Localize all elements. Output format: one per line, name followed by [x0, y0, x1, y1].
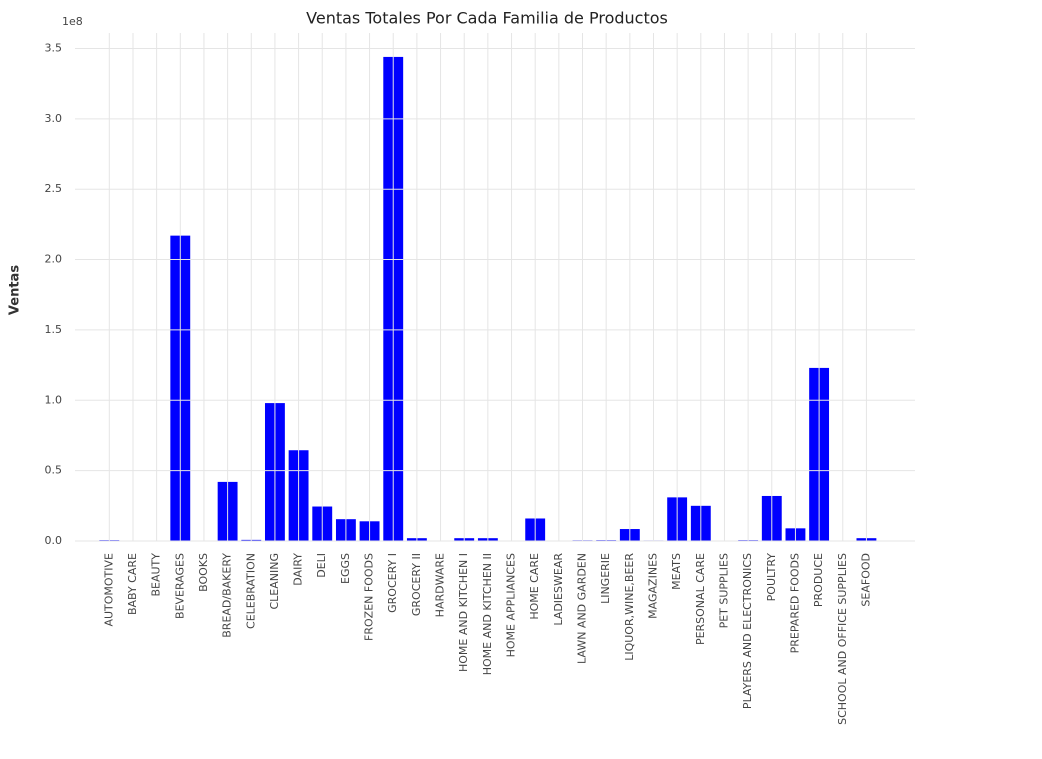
x-tick-label: HOME AND KITCHEN I [457, 553, 470, 672]
x-tick-label: LIQUOR,WINE,BEER [623, 553, 636, 661]
x-tick-label: HOME CARE [528, 553, 541, 620]
x-tick-label: BEVERAGES [173, 553, 186, 619]
x-tick-label: PET SUPPLIES [717, 553, 730, 628]
x-tick-label: POULTRY [765, 553, 778, 602]
y-tick-label: 3.5 [45, 41, 63, 54]
x-tick-label: BREAD/BAKERY [221, 553, 234, 638]
y-tick-label: 2.5 [45, 182, 63, 195]
x-tick-label: PRODUCE [812, 553, 825, 607]
x-tick-label: PREPARED FOODS [788, 553, 801, 653]
x-tick-label: CLEANING [268, 553, 281, 610]
x-tick-label: BOOKS [197, 553, 210, 592]
y-tick-label: 0.0 [45, 534, 63, 547]
x-tick-label: HOME APPLIANCES [505, 553, 518, 657]
x-tick-label: BEAUTY [150, 553, 163, 597]
x-tick-label: AUTOMOTIVE [102, 553, 115, 627]
x-tick-label: BABY CARE [126, 553, 139, 615]
x-tick-label: EGGS [339, 553, 352, 584]
y-tick-label: 0.5 [45, 464, 63, 477]
y-tick-label: 2.0 [45, 253, 63, 266]
x-tick-label: HOME AND KITCHEN II [481, 553, 494, 675]
y-tick-label: 1.5 [45, 323, 63, 336]
x-tick-label: FROZEN FOODS [363, 553, 376, 641]
x-tick-label: PERSONAL CARE [694, 553, 707, 645]
x-tick-label: DELI [315, 553, 328, 578]
x-tick-label: HARDWARE [434, 553, 447, 617]
x-tick-label: MAGAZINES [646, 553, 659, 619]
x-tick-label: CELEBRATION [244, 553, 257, 629]
x-tick-label: MEATS [670, 553, 683, 590]
x-tick-label: GROCERY I [386, 553, 399, 613]
y-offset-label: 1e8 [62, 15, 83, 28]
x-tick-label: LADIESWEAR [552, 553, 565, 626]
x-tick-label: GROCERY II [410, 553, 423, 616]
x-tick-label: LAWN AND GARDEN [576, 553, 589, 664]
x-tick-label: PLAYERS AND ELECTRONICS [741, 553, 754, 709]
x-tick-label: DAIRY [292, 553, 305, 586]
x-tick-label: SCHOOL AND OFFICE SUPPLIES [836, 553, 849, 725]
x-tick-label: LINGERIE [599, 553, 612, 604]
chart-title: Ventas Totales Por Cada Familia de Produ… [306, 9, 668, 28]
y-tick-label: 3.0 [45, 112, 63, 125]
y-axis-label: Ventas [8, 265, 23, 315]
y-tick-label: 1.0 [45, 393, 63, 406]
x-tick-label: SEAFOOD [859, 553, 872, 607]
